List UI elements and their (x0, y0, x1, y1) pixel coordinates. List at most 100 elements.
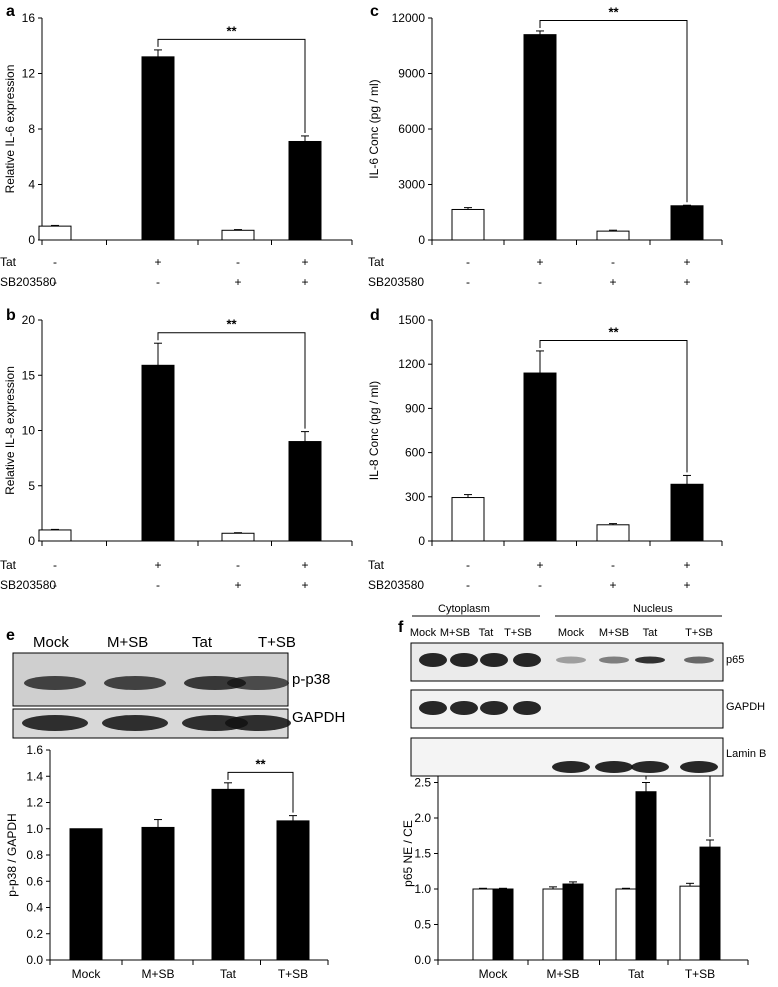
y-axis-label: IL-6 Conc (pg / ml) (367, 79, 381, 178)
condition-label: SB203580 (368, 275, 424, 289)
blot-band (680, 761, 718, 773)
condition-sign: - (53, 275, 57, 289)
blot-f-lane-label: M+SB (440, 627, 470, 639)
blot-band (419, 653, 447, 667)
panel-letter-a: a (6, 3, 15, 20)
blot-band (480, 653, 508, 667)
blot-f-lane-label: Tat (479, 627, 494, 639)
y-tick-label: 0.0 (26, 953, 43, 967)
bar-nucleus (635, 791, 657, 961)
blot-e-lane-label-0: Mock (33, 634, 69, 651)
blot-band (552, 761, 590, 773)
blot-f-row-label-2: Lamin B (726, 748, 766, 760)
significance-label: ** (608, 324, 619, 339)
panel-letter-c: c (370, 3, 379, 20)
chart-d: 0 300 600 900 1200 1500 IL-8 Conc (pg / ml) Tat… (367, 313, 723, 592)
condition-sign: + (536, 558, 543, 572)
y-tick-label: 600 (405, 446, 425, 460)
blot-band (450, 701, 478, 715)
y-tick-label: 0.6 (26, 874, 43, 888)
y-tick-label: 3000 (398, 178, 425, 192)
blot-f-p65-strip (410, 642, 724, 682)
y-tick-label: 0 (418, 233, 425, 247)
x-category-label: T+SB (278, 967, 308, 981)
blot-e-lane-label-2: Tat (192, 634, 213, 651)
condition-sign: + (234, 578, 241, 592)
y-tick-label: 2.0 (414, 811, 431, 825)
blot-band (450, 653, 478, 667)
significance-bracket (539, 339, 688, 473)
blot-band (631, 761, 669, 773)
x-category-label: M+SB (546, 967, 579, 981)
panel-letter-f: f (398, 619, 404, 636)
panel-letter-d: d (370, 307, 380, 324)
significance-bracket (539, 19, 688, 203)
blot-f-lane-label: Mock (410, 627, 437, 639)
x-category-label: Mock (479, 967, 509, 981)
blot-f-lane-label: T+SB (685, 627, 713, 639)
y-tick-label: 1.5 (414, 847, 431, 861)
bar (141, 364, 175, 542)
condition-sign: + (154, 558, 161, 572)
blot-f-row-label-0: p65 (726, 654, 744, 666)
y-tick-label: 300 (405, 490, 425, 504)
condition-label: Tat (0, 255, 17, 269)
condition-sign: + (234, 275, 241, 289)
bar (596, 524, 630, 542)
blot-band (184, 676, 246, 690)
blot-e-row-label-0: p-p38 (292, 671, 330, 688)
condition-sign: + (301, 255, 308, 269)
y-tick-label: 1200 (398, 357, 425, 371)
condition-sign: - (466, 578, 470, 592)
y-tick-label: 15 (22, 368, 36, 382)
blot-band (513, 653, 541, 667)
y-axis-label: p-p38 / GAPDH (5, 813, 19, 896)
blot-e-gapdh-strip (12, 708, 291, 739)
condition-sign: - (236, 558, 240, 572)
bar-nucleus (562, 883, 584, 961)
condition-sign: - (466, 275, 470, 289)
condition-sign: - (156, 578, 160, 592)
y-tick-label: 1500 (398, 313, 425, 327)
y-tick-label: 10 (22, 424, 36, 438)
blot-band (102, 715, 168, 731)
bar (288, 441, 322, 542)
condition-sign: - (53, 578, 57, 592)
bar (523, 372, 557, 542)
significance-label: ** (255, 756, 266, 771)
bar-cytoplasm (542, 888, 564, 961)
bar-cytoplasm (679, 885, 701, 961)
condition-label: SB203580 (0, 275, 56, 289)
blot-e-lane-label-3: T+SB (258, 634, 296, 651)
y-axis-label: p65 NE / CE (401, 820, 415, 887)
y-tick-label: 4 (28, 178, 35, 192)
chart-b: 0 5 10 15 20 Relative IL-8 expression Tat - + - + S… (0, 313, 353, 592)
blot-band (513, 701, 541, 715)
bar (670, 483, 704, 542)
y-tick-label: 20 (22, 313, 36, 327)
condition-sign: - (53, 558, 57, 572)
y-tick-label: 12000 (392, 11, 426, 25)
y-tick-label: 0 (28, 534, 35, 548)
bar (38, 225, 72, 241)
condition-sign: - (466, 558, 470, 572)
condition-sign: + (683, 255, 690, 269)
bar (451, 208, 485, 241)
blot-e-pp38-strip (12, 652, 289, 707)
condition-sign: - (466, 255, 470, 269)
y-tick-label: 1.2 (26, 796, 43, 810)
blot-f-row-label-1: GAPDH (726, 701, 765, 713)
condition-label: Tat (368, 255, 385, 269)
blot-band (556, 656, 586, 664)
condition-sign: - (156, 275, 160, 289)
x-category-label: Tat (220, 967, 237, 981)
condition-sign: - (53, 255, 57, 269)
condition-sign: + (301, 558, 308, 572)
western-blot-f: Cytoplasm Nucleus p65 GAPDH Lamin B (438, 603, 766, 760)
y-tick-label: 16 (22, 11, 36, 25)
y-tick-label: 1.6 (26, 743, 43, 757)
bar (670, 205, 704, 241)
blot-f-laminb-strip (410, 737, 724, 777)
x-category-label: Mock (72, 967, 102, 981)
